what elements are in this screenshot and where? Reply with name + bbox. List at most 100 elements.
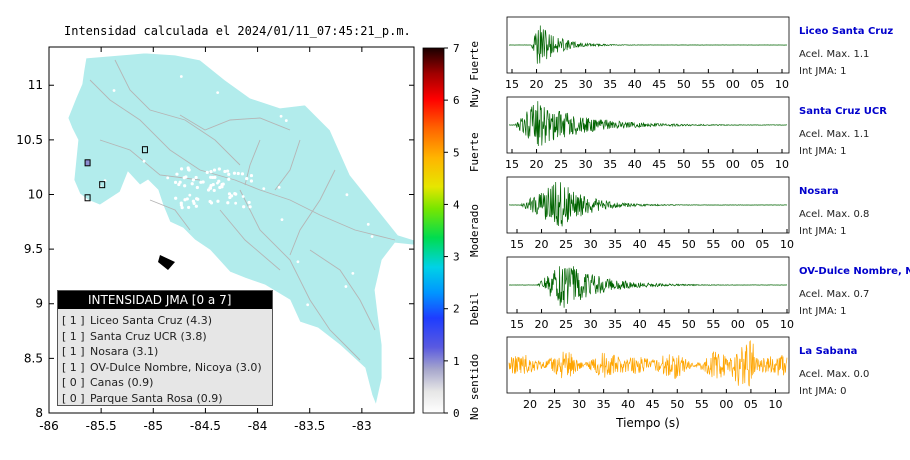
seismogram-tick-label: 25 bbox=[559, 318, 573, 331]
town-dot bbox=[370, 235, 374, 238]
town-dot bbox=[166, 176, 170, 180]
legend-item-label: Parque Santa Rosa (0.9) bbox=[90, 391, 223, 405]
colorbar-tick-label: 4 bbox=[453, 198, 460, 211]
town-dot bbox=[179, 75, 183, 78]
town-dot bbox=[175, 172, 179, 176]
legend-item: [ 1 ] Liceo Santa Cruz (4.3) bbox=[62, 313, 272, 329]
costa-rica-land bbox=[67, 52, 414, 407]
map-xtick-label: -83.5 bbox=[294, 419, 325, 433]
town-dot bbox=[97, 248, 100, 252]
station-marker bbox=[84, 159, 91, 167]
seismogram-station-name: Nosara bbox=[799, 186, 839, 197]
town-dot bbox=[211, 182, 215, 187]
seismogram-int-jma: Int JMA: 1 bbox=[799, 66, 847, 77]
legend-item: [ 1 ] Santa Cruz UCR (3.8) bbox=[62, 329, 272, 345]
seismogram-tick-label: 25 bbox=[548, 398, 562, 411]
town-dot bbox=[225, 169, 230, 173]
seismogram-tick-label: 20 bbox=[535, 318, 549, 331]
colorbar-gradient bbox=[422, 47, 445, 414]
town-dot bbox=[241, 195, 245, 198]
town-dot bbox=[183, 184, 187, 188]
legend-item-jma: [ 0 ] bbox=[62, 376, 85, 389]
town-dot bbox=[277, 186, 281, 189]
seismogram-tick-label: 30 bbox=[579, 78, 593, 91]
town-dot bbox=[216, 199, 220, 203]
town-dot bbox=[240, 172, 245, 176]
colorbar-category-label: No sentido bbox=[468, 354, 481, 420]
town-dot bbox=[248, 205, 252, 209]
seismogram-station-name: La Sabana bbox=[799, 346, 857, 357]
town-dot bbox=[184, 175, 188, 179]
seismogram-tick-label: 05 bbox=[750, 78, 764, 91]
legend-item-jma: [ 1 ] bbox=[62, 345, 85, 358]
colorbar-category-label: Muy Fuerte bbox=[468, 41, 481, 107]
colorbar-tick-label: 6 bbox=[453, 94, 460, 107]
map-ytick-label: 10 bbox=[28, 187, 43, 201]
seismogram-trace bbox=[508, 25, 788, 64]
seismogram: 15 20 25 30 35 40 45 50 55 00 05 10 Santa Cruz UCR Ac… bbox=[505, 96, 887, 171]
seismogram-tick-label: 25 bbox=[554, 158, 568, 171]
town-dot bbox=[194, 204, 198, 208]
map-xtick-label: -84.5 bbox=[190, 419, 221, 433]
town-dot bbox=[344, 285, 348, 288]
seismogram-tick-label: 50 bbox=[677, 158, 691, 171]
seismogram-tick-label: 55 bbox=[701, 78, 715, 91]
island bbox=[158, 255, 175, 270]
town-dot bbox=[205, 170, 209, 174]
town-dot bbox=[236, 171, 240, 176]
map-xtick-label: -84 bbox=[248, 419, 268, 433]
legend-item-label: Santa Cruz UCR (3.8) bbox=[90, 329, 207, 343]
colorbar-tick-label: 2 bbox=[453, 303, 460, 316]
legend-item: [ 0 ] Parque Santa Rosa (0.9) bbox=[62, 391, 272, 407]
colorbar-ticks: 0 1 2 3 4 5 6 7 bbox=[444, 42, 460, 420]
town-dot bbox=[141, 265, 145, 269]
intensity-legend: INTENSIDAD JMA [0 a 7] [ 1 ] Liceo Santa … bbox=[57, 290, 273, 406]
town-dot bbox=[245, 176, 249, 181]
seismograms-panel: 15 20 25 30 35 40 45 50 55 00 05 10 Liceo Santa Cruz… bbox=[505, 16, 910, 430]
seismogram-tick-label: 00 bbox=[726, 78, 740, 91]
seismogram-tick-label: 15 bbox=[510, 238, 524, 251]
legend-item: [ 1 ] OV-Dulce Nombre, Nicoya (3.0) bbox=[62, 360, 272, 376]
station-marker bbox=[141, 146, 148, 154]
seismogram-acel-max: Acel. Max. 0.7 bbox=[799, 289, 869, 300]
town-dot bbox=[279, 114, 283, 118]
seismogram-trace bbox=[509, 101, 788, 147]
legend-item-jma: [ 1 ] bbox=[62, 360, 85, 374]
town-dot bbox=[209, 201, 214, 205]
colorbar-tick-label: 3 bbox=[453, 251, 460, 264]
town-dot bbox=[212, 188, 216, 193]
legend-item-label: Canas (0.9) bbox=[90, 376, 154, 389]
map-xtick-label: -86 bbox=[39, 419, 59, 433]
station-marker bbox=[84, 194, 91, 202]
seismogram-tick-label: 05 bbox=[755, 318, 769, 331]
map-ytick-label: 10.5 bbox=[16, 133, 43, 147]
map-ytick-label: 9.5 bbox=[24, 242, 43, 256]
seismogram-tick-label: 45 bbox=[646, 398, 660, 411]
town-dot bbox=[216, 181, 219, 185]
seismogram-tick-label: 40 bbox=[628, 158, 642, 171]
seismogram: 20 25 30 35 40 45 50 55 00 05 10 La Sabana Acel. Max… bbox=[506, 336, 869, 411]
town-dot bbox=[212, 168, 217, 172]
seismogram-int-jma: Int JMA: 1 bbox=[799, 146, 847, 157]
town-dot bbox=[179, 203, 183, 207]
seismogram-tick-label: 00 bbox=[731, 238, 745, 251]
seismogram-tick-label: 35 bbox=[603, 78, 617, 91]
seismogram-acel-max: Acel. Max. 1.1 bbox=[799, 129, 869, 140]
map-xtick-label: -83 bbox=[352, 419, 372, 433]
seismogram-tick-label: 20 bbox=[530, 158, 544, 171]
town-dot bbox=[180, 206, 184, 210]
legend-list: [ 1 ] Liceo Santa Cruz (4.3) [ 1 ] Santa Cr… bbox=[58, 309, 272, 406]
seismogram-tick-label: 20 bbox=[530, 78, 544, 91]
seismogram-tick-label: 00 bbox=[726, 158, 740, 171]
seismogram-tick-label: 10 bbox=[780, 238, 794, 251]
seismogram-station-name: Liceo Santa Cruz bbox=[799, 26, 893, 37]
town-dot bbox=[232, 279, 236, 283]
seismogram-tick-label: 50 bbox=[682, 318, 696, 331]
town-dot bbox=[195, 197, 199, 201]
town-dot bbox=[227, 192, 232, 196]
seismogram-acel-max: Acel. Max. 0.0 bbox=[799, 369, 869, 380]
town-dot bbox=[226, 201, 230, 205]
town-dot bbox=[249, 179, 254, 183]
town-dot bbox=[183, 198, 187, 202]
map-title: Intensidad calculada el 2024/01/11_07:45… bbox=[64, 24, 411, 38]
